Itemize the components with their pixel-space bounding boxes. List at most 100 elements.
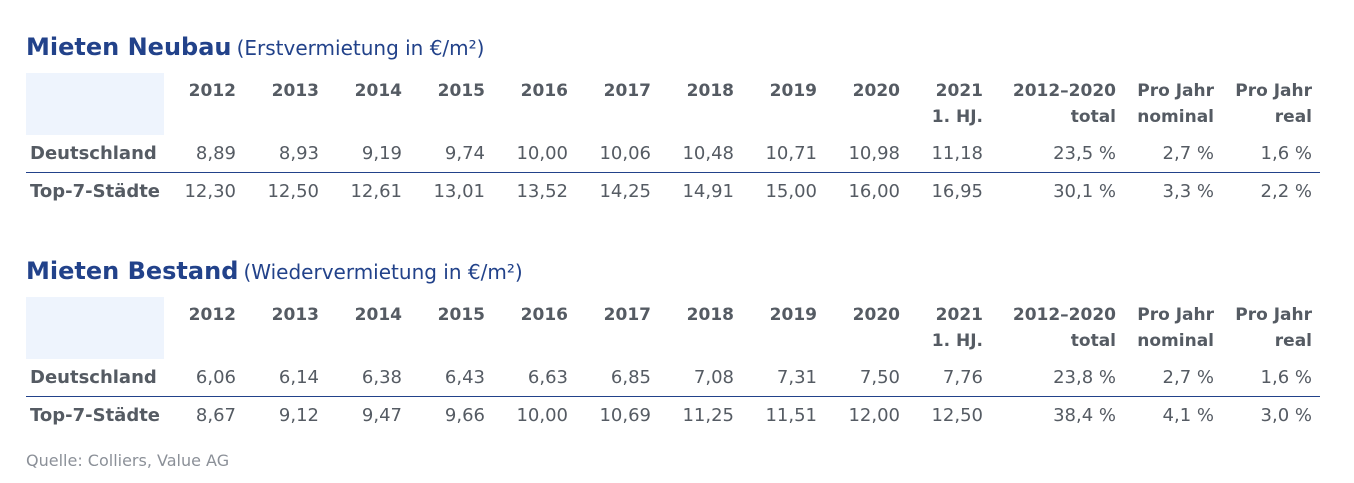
table-cell: 15,00 [765,181,817,202]
section-title-main: Mieten Bestand [26,257,239,285]
table-cell: 12,50 [931,405,983,426]
column-header: 2018 [686,81,734,101]
column-header: 2014 [354,81,402,101]
table-cell: 10,00 [485,135,568,173]
table-cell: 23,8 % [983,359,1116,397]
table-cell: 3,3 % [1162,181,1214,202]
table-cell: 6,14 [236,359,319,397]
section-title: Mieten Neubau (Erstvermietung in €/m²) [26,30,1322,64]
section-title: Mieten Bestand (Wiedervermietung in €/m²… [26,254,1322,288]
table-section-neubau: Mieten Neubau (Erstvermietung in €/m²) 2… [26,30,1322,210]
column-header: 2016 [520,305,568,325]
table-cell: 8,67 [195,405,236,426]
table-cell: 6,63 [485,359,568,397]
section-title-subtitle: (Erstvermietung in €/m²) [236,36,485,60]
table-cell: 6,43 [402,359,485,397]
table-row: Top-7-Städte 8,67 9,12 9,47 9,66 10,00 10,69 11… [26,397,1320,435]
column-header-line: Pro Jahr [1137,305,1214,325]
column-header: 2018 [686,305,734,325]
column-header-line: Pro Jahr [1235,305,1312,325]
table-cell: 11,18 [900,135,983,173]
table-cell: 16,95 [931,181,983,202]
header-row: 2012 2013 2014 2015 2016 2017 2018 2019 2020 2021… [26,297,1320,359]
table-cell: 2,7 % [1116,359,1214,397]
column-header: 2017 [603,305,651,325]
column-header: 2015 [437,305,485,325]
table-cell: 13,01 [433,181,485,202]
row-label: Deutschland [26,359,164,397]
table-cell: 7,08 [651,359,734,397]
table-cell: 10,98 [817,135,900,173]
table-section-bestand: Mieten Bestand (Wiedervermietung in €/m²… [26,254,1322,434]
column-header-line: total [1070,107,1116,127]
table-cell: 9,74 [402,135,485,173]
table-cell: 14,25 [599,181,651,202]
column-header: 2021 1. HJ. [900,73,983,135]
table-cell: 12,61 [350,181,402,202]
column-header-line: real [1274,331,1312,351]
column-header: 2019 [769,305,817,325]
rent-table-bestand: 2012 2013 2014 2015 2016 2017 2018 2019 2020 2021… [26,297,1320,434]
table-cell: 10,69 [599,405,651,426]
table-cell: 6,06 [164,359,236,397]
column-header-line: 2021 [935,305,983,325]
column-header: 2017 [603,81,651,101]
table-cell: 8,93 [236,135,319,173]
table-cell: 2,2 % [1260,181,1312,202]
table-cell: 1,6 % [1214,135,1320,173]
table-cell: 7,31 [734,359,817,397]
column-header-line: Pro Jahr [1235,81,1312,101]
table-cell: 23,5 % [983,135,1116,173]
rent-table-neubau: 2012 2013 2014 2015 2016 2017 2018 2019 2020 2021… [26,73,1320,210]
table-cell: 3,0 % [1260,405,1312,426]
table-cell: 10,48 [651,135,734,173]
table-cell: 4,1 % [1162,405,1214,426]
header-row: 2012 2013 2014 2015 2016 2017 2018 2019 2020 2021… [26,73,1320,135]
header-stub-cell [26,73,164,135]
table-cell: 7,76 [900,359,983,397]
table-row: Top-7-Städte 12,30 12,50 12,61 13,01 13,52 14,… [26,173,1320,211]
column-header: 2012 [188,81,236,101]
table-cell: 1,6 % [1214,359,1320,397]
column-header: Pro Jahr nominal [1116,73,1214,135]
column-header-line: 1. HJ. [931,107,983,127]
table-cell: 2,7 % [1116,135,1214,173]
column-header-line: 2021 [935,81,983,101]
column-header: 2012–2020 total [983,297,1116,359]
column-header: 2020 [852,81,900,101]
table-cell: 12,50 [267,181,319,202]
column-header-line: nominal [1137,331,1214,351]
table-cell: 10,71 [734,135,817,173]
table-cell: 6,85 [568,359,651,397]
column-header-line: 2012–2020 [1012,305,1116,325]
table-cell: 7,50 [817,359,900,397]
table-cell: 10,00 [516,405,568,426]
table-cell: 10,06 [568,135,651,173]
row-label: Top-7-Städte [30,181,161,202]
column-header: 2013 [271,305,319,325]
column-header: 2021 1. HJ. [900,297,983,359]
column-header: 2016 [520,81,568,101]
table-cell: 8,89 [164,135,236,173]
column-header-line: 2012–2020 [1012,81,1116,101]
table-cell: 12,00 [848,405,900,426]
column-header-line: Pro Jahr [1137,81,1214,101]
table-cell: 6,38 [319,359,402,397]
column-header: 2012–2020 total [983,73,1116,135]
table-cell: 38,4 % [1053,405,1116,426]
column-header: 2012 [188,305,236,325]
row-label: Top-7-Städte [30,405,161,426]
row-label: Deutschland [26,135,164,173]
source-note: Quelle: Colliers, Value AG [26,451,230,470]
column-header: Pro Jahr real [1214,73,1320,135]
table-cell: 14,91 [682,181,734,202]
table-cell: 9,19 [319,135,402,173]
section-title-main: Mieten Neubau [26,33,232,61]
column-header: 2014 [354,305,402,325]
table-cell: 30,1 % [1053,181,1116,202]
section-title-subtitle: (Wiedervermietung in €/m²) [243,260,523,284]
table-row: Deutschland 6,06 6,14 6,38 6,43 6,63 6,85 7,08 7… [26,359,1320,397]
column-header: Pro Jahr real [1214,297,1320,359]
column-header-line: nominal [1137,107,1214,127]
table-cell: 11,51 [765,405,817,426]
